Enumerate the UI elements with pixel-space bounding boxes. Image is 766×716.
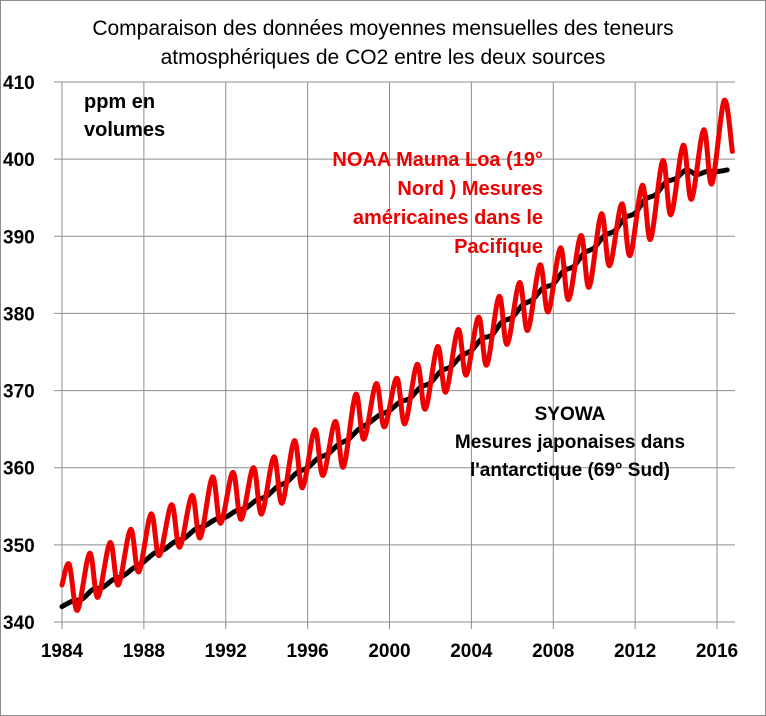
x-axis-ticks: 1984 1988 1992 1996 2000 2004 2008 2012 2016 bbox=[41, 641, 738, 662]
y-axis-ticks: 340 350 360 370 380 390 400 410 bbox=[3, 73, 35, 634]
syowa-annotation: SYOWA Mesures japonaises dans l'antarcti… bbox=[440, 401, 700, 485]
y-tick-label: 400 bbox=[3, 150, 35, 171]
x-tick-label: 2008 bbox=[532, 641, 574, 662]
x-tick-label: 2004 bbox=[450, 641, 493, 662]
gridlines bbox=[54, 81, 735, 629]
noaa-mauna-loa-line bbox=[59, 97, 735, 613]
y-tick-label: 360 bbox=[3, 459, 35, 480]
y-tick-label: 370 bbox=[3, 382, 35, 403]
syowa-annotation-line: SYOWA bbox=[534, 404, 606, 425]
unit-line-2: volumes bbox=[84, 119, 166, 141]
syowa-annotation-line: l'antarctique (69° Sud) bbox=[469, 460, 671, 481]
noaa-annotation-line: américaines dans le bbox=[352, 207, 543, 229]
chart-title: Comparaison des données moyennes mensuel… bbox=[0, 14, 766, 72]
y-tick-label: 340 bbox=[3, 613, 35, 634]
chart-title-line-2: atmosphériques de CO2 entre les deux sou… bbox=[160, 46, 606, 69]
y-axis-unit-label: ppm en volumes bbox=[84, 88, 165, 144]
x-tick-label: 1996 bbox=[286, 641, 328, 662]
x-tick-label: 2016 bbox=[696, 641, 738, 662]
y-tick-label: 390 bbox=[3, 227, 35, 248]
x-tick-label: 1992 bbox=[205, 641, 247, 662]
y-tick-label: 410 bbox=[3, 73, 35, 94]
syowa-annotation-line: Mesures japonaises dans bbox=[454, 432, 686, 453]
series-lines bbox=[59, 97, 735, 613]
x-tick-label: 2000 bbox=[368, 641, 410, 662]
x-tick-label: 1984 bbox=[41, 641, 84, 662]
y-tick-label: 350 bbox=[3, 536, 35, 557]
noaa-annotation: NOAA Mauna Loa (19° Nord ) Mesures améri… bbox=[290, 146, 543, 262]
chart-title-line-1: Comparaison des données moyennes mensuel… bbox=[92, 17, 674, 40]
y-tick-label: 380 bbox=[3, 304, 35, 325]
x-tick-label: 1988 bbox=[123, 641, 165, 662]
noaa-annotation-line: NOAA Mauna Loa (19° bbox=[332, 149, 543, 171]
noaa-annotation-line: Pacifique bbox=[454, 236, 543, 258]
noaa-annotation-line: Nord ) Mesures bbox=[397, 178, 543, 200]
unit-line-1: ppm en bbox=[84, 91, 156, 113]
x-tick-label: 2012 bbox=[614, 641, 656, 662]
